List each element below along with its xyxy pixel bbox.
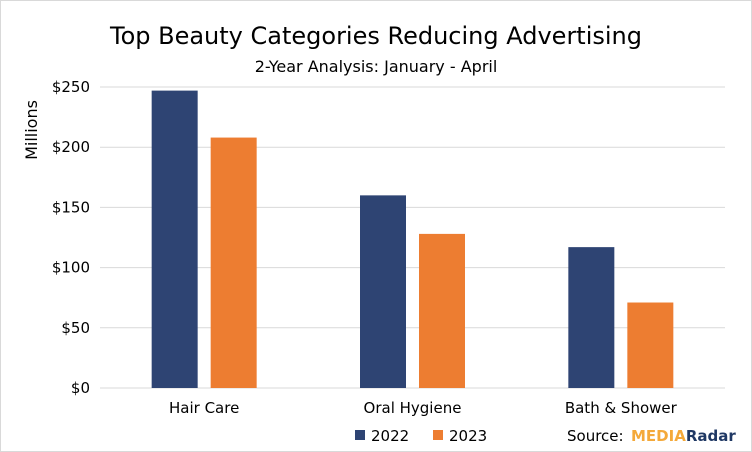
y-tick-label: $0 — [71, 379, 90, 397]
chart-subtitle: 2-Year Analysis: January - April — [255, 57, 498, 76]
y-tick-label: $150 — [52, 198, 90, 216]
y-tick-label: $50 — [61, 319, 90, 337]
legend: 2022 2023 — [355, 427, 487, 445]
y-tick-label: $200 — [52, 138, 90, 156]
legend-swatch — [433, 430, 443, 440]
bar — [627, 302, 674, 388]
legend-label: 2022 — [371, 427, 409, 445]
x-axis-categories: Hair Care Oral Hygiene Bath & Shower — [169, 399, 678, 417]
y-tick-label: $100 — [52, 259, 90, 277]
gridlines — [100, 86, 725, 389]
chart-title: Top Beauty Categories Reducing Advertisi… — [109, 22, 642, 50]
mediaradar-logo: MEDIARadar — [631, 427, 736, 445]
y-tick-label: $250 — [52, 78, 90, 96]
x-category-label: Oral Hygiene — [364, 399, 462, 417]
logo-part-media: MEDIA — [631, 427, 686, 445]
y-axis-label: Millions — [22, 100, 41, 160]
source-credit: Source: MEDIARadar — [567, 427, 736, 445]
bar — [360, 195, 406, 388]
y-axis-ticks: $0 $50 $100 $150 $200 $250 — [52, 78, 90, 397]
x-category-label: Hair Care — [169, 399, 239, 417]
legend-label: 2023 — [449, 427, 487, 445]
bar — [210, 137, 257, 388]
bar — [151, 90, 198, 388]
bar — [419, 233, 465, 388]
source-label: Source: — [567, 427, 624, 445]
bars — [151, 90, 674, 388]
x-category-label: Bath & Shower — [565, 399, 678, 417]
logo-part-radar: Radar — [686, 427, 737, 445]
bar — [568, 247, 615, 388]
legend-swatch — [355, 430, 365, 440]
